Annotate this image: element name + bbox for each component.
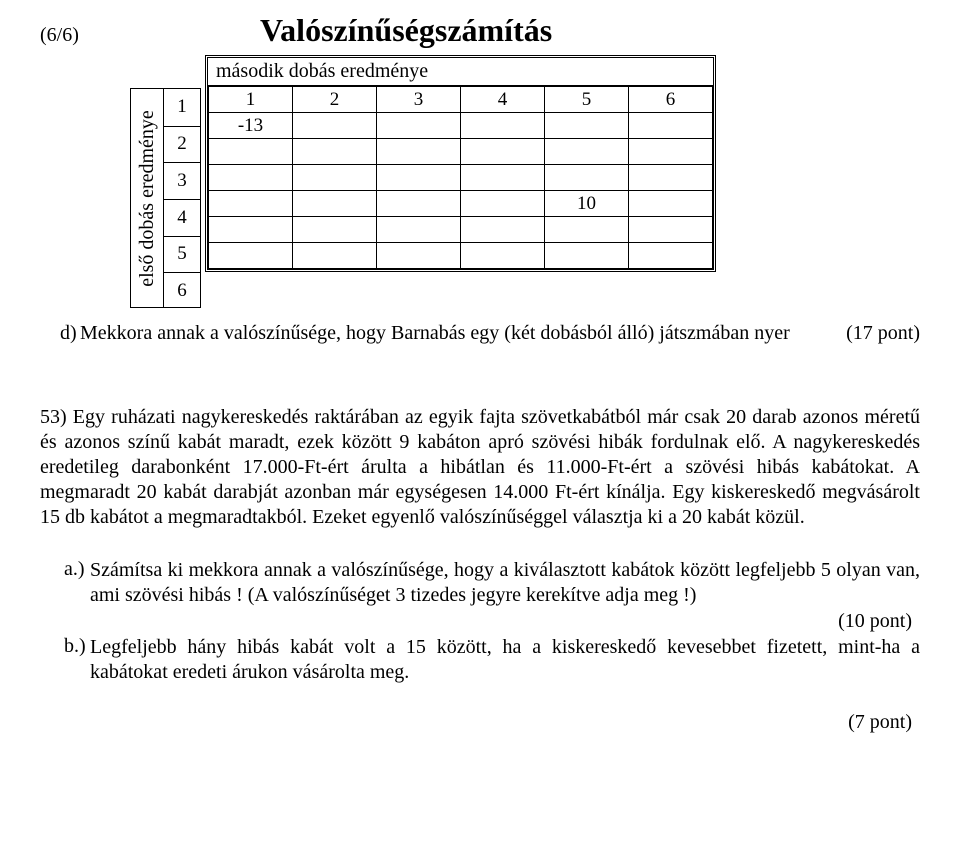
col-axis-label: második dobás eredménye [208,58,713,86]
grid-outer: második dobás eredménye 1 2 3 4 5 6 -13 [205,55,716,272]
cell-5-3 [377,217,461,243]
sub-b: b.) Legfeljebb hány hibás kabát volt a 1… [40,635,920,685]
page: (6/6) Valószínűségszámítás első dobás er… [0,0,960,754]
cell-2-4 [461,139,545,165]
page-title: Valószínűségszámítás [260,12,552,49]
cell-1-2 [293,113,377,139]
question-d-text: Mekkora annak a valószínűsége, hogy Barn… [80,322,830,345]
grid-row-4: 10 [209,191,713,217]
sub-a-points: (10 pont) [40,610,920,633]
cell-5-6 [629,217,713,243]
cell-1-6 [629,113,713,139]
dice-grid: 1 2 3 4 5 6 -13 [208,86,713,269]
cell-6-6 [629,243,713,269]
col-header-2: 2 [293,87,377,113]
cell-2-1 [209,139,293,165]
cell-2-5 [545,139,629,165]
question-d-label: d) [40,322,80,345]
grid-row-6 [209,243,713,269]
cell-2-3 [377,139,461,165]
cell-4-1 [209,191,293,217]
grid-row-2 [209,139,713,165]
page-indicator: (6/6) [40,24,100,47]
col-header-1: 1 [209,87,293,113]
col-header-6: 6 [629,87,713,113]
cell-1-1: -13 [209,113,293,139]
cell-5-1 [209,217,293,243]
cell-4-5: 10 [545,191,629,217]
cell-5-4 [461,217,545,243]
cell-2-2 [293,139,377,165]
cell-3-6 [629,165,713,191]
problem-53: 53) Egy ruházati nagykereskedés raktáráb… [40,405,920,530]
sub-b-label: b.) [40,635,90,685]
grid-row-3 [209,165,713,191]
row-header-2: 2 [164,126,200,163]
cell-4-3 [377,191,461,217]
grid-row-5 [209,217,713,243]
cell-3-5 [545,165,629,191]
question-d-points: (17 pont) [830,322,920,345]
cell-2-6 [629,139,713,165]
cell-6-1 [209,243,293,269]
cell-1-5 [545,113,629,139]
subquestions: a.) Számítsa ki mekkora annak a valószín… [40,558,920,734]
cell-1-3 [377,113,461,139]
sub-a: a.) Számítsa ki mekkora annak a valószín… [40,558,920,608]
cell-5-2 [293,217,377,243]
cell-4-6 [629,191,713,217]
question-d: d) Mekkora annak a valószínűsége, hogy B… [40,322,920,345]
cell-6-2 [293,243,377,269]
row-header-4: 4 [164,199,200,236]
row-axis-label: első dobás eredménye [136,110,159,287]
cell-6-3 [377,243,461,269]
col-header-3: 3 [377,87,461,113]
row-header-5: 5 [164,236,200,273]
cell-3-4 [461,165,545,191]
col-header-4: 4 [461,87,545,113]
grid-row-1: -13 [209,113,713,139]
cell-3-2 [293,165,377,191]
row-header-1: 1 [164,89,200,126]
cell-3-1 [209,165,293,191]
dice-table-wrap: első dobás eredménye 1 2 3 4 5 6 második… [130,55,920,308]
row-headers: 1 2 3 4 5 6 [164,88,201,308]
cell-6-5 [545,243,629,269]
row-header-3: 3 [164,162,200,199]
sub-a-label: a.) [40,558,90,608]
header-line: (6/6) Valószínűségszámítás [40,12,920,49]
row-header-6: 6 [164,272,200,309]
cell-5-5 [545,217,629,243]
cell-6-4 [461,243,545,269]
problem-53-text: 53) Egy ruházati nagykereskedés raktáráb… [40,406,920,528]
col-header-5: 5 [545,87,629,113]
row-axis-box: első dobás eredménye [130,88,164,308]
sub-b-points: (7 pont) [40,711,920,734]
cell-4-4 [461,191,545,217]
cell-3-3 [377,165,461,191]
col-header-row: 1 2 3 4 5 6 [209,87,713,113]
sub-a-text: Számítsa ki mekkora annak a valószínűség… [90,558,920,608]
cell-4-2 [293,191,377,217]
cell-1-4 [461,113,545,139]
sub-b-text: Legfeljebb hány hibás kabát volt a 15 kö… [90,635,920,685]
